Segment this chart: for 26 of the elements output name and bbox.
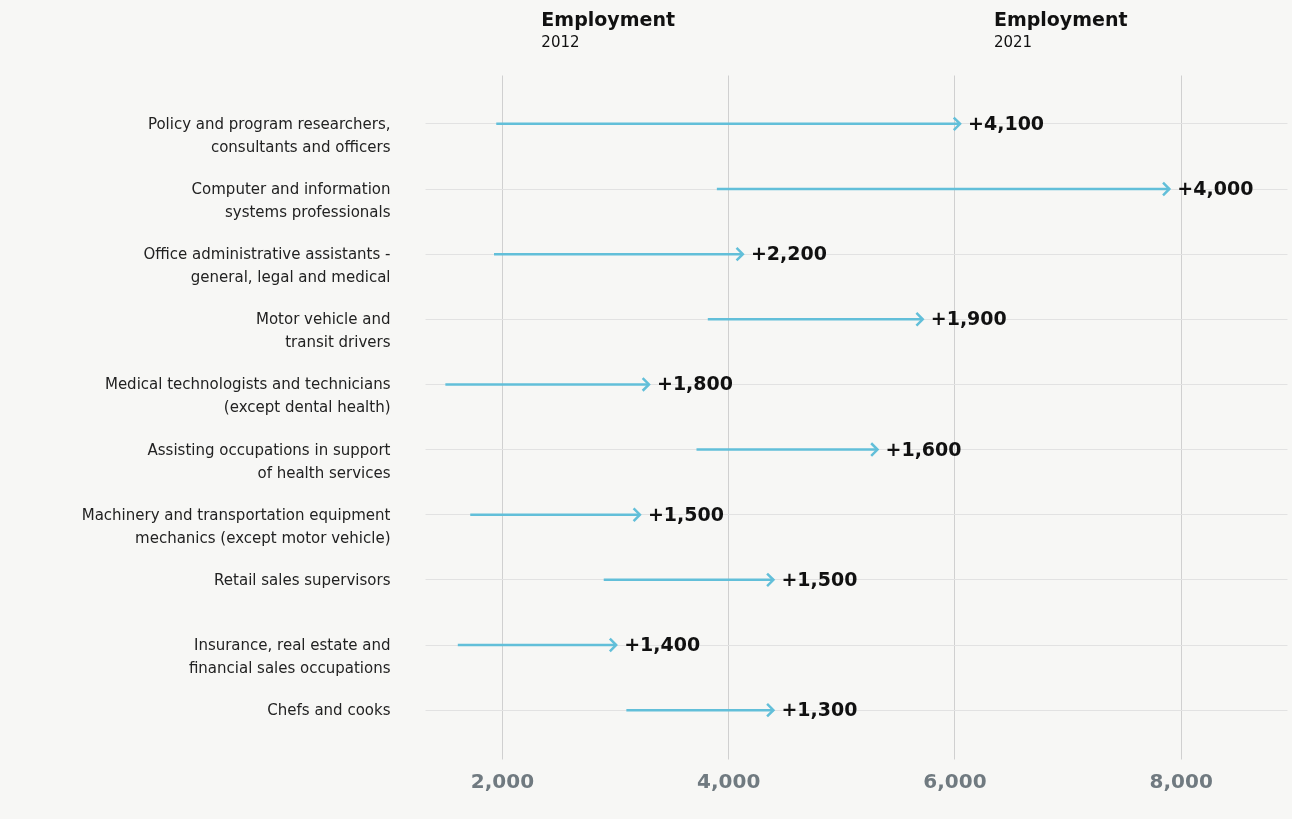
text: Employment 2012	[541, 8, 675, 51]
data-label: +1,800	[656, 372, 734, 395]
data-label: +1,600	[885, 437, 962, 460]
data-label: +4,100	[968, 111, 1045, 134]
data-label: +2,200	[750, 242, 827, 265]
data-label: +1,400	[624, 633, 701, 655]
y-tick-label: Chefs and cooks	[267, 701, 391, 720]
data-label: +1,500	[781, 567, 858, 590]
y-tick-label: Computer and information systems professionals	[191, 180, 391, 221]
data-label: +4,000	[1177, 177, 1254, 199]
x-tick-label: 6,000	[923, 768, 987, 793]
text: Employment 2021	[993, 8, 1128, 51]
x-tick-label: 4,000	[697, 768, 761, 793]
y-tick-label: Motor vehicle and transit drivers	[255, 310, 391, 352]
y-tick-label: Insurance, real estate and financial sales occupations	[188, 636, 391, 677]
y-tick-label: Policy and program researchers, consultants and officers	[147, 114, 391, 156]
y-tick-label: Office administrative assistants - general, legal and medical	[143, 245, 391, 287]
data-label: +1,300	[781, 698, 858, 721]
y-tick-label: Medical technologists and technicians (except dental health)	[104, 375, 391, 417]
y-tick-label: Machinery and transportation equipment mechanics (except motor vehicle)	[81, 505, 391, 547]
x-tick-label: 8,000	[1149, 768, 1213, 793]
y-tick-label: Assisting occupations in support of health services	[147, 440, 391, 482]
y-tick-label: Retail sales supervisors	[214, 570, 391, 589]
data-label: +1,900	[930, 307, 1007, 330]
data-label: +1,500	[647, 502, 724, 525]
x-tick-label: 2,000	[470, 768, 535, 793]
